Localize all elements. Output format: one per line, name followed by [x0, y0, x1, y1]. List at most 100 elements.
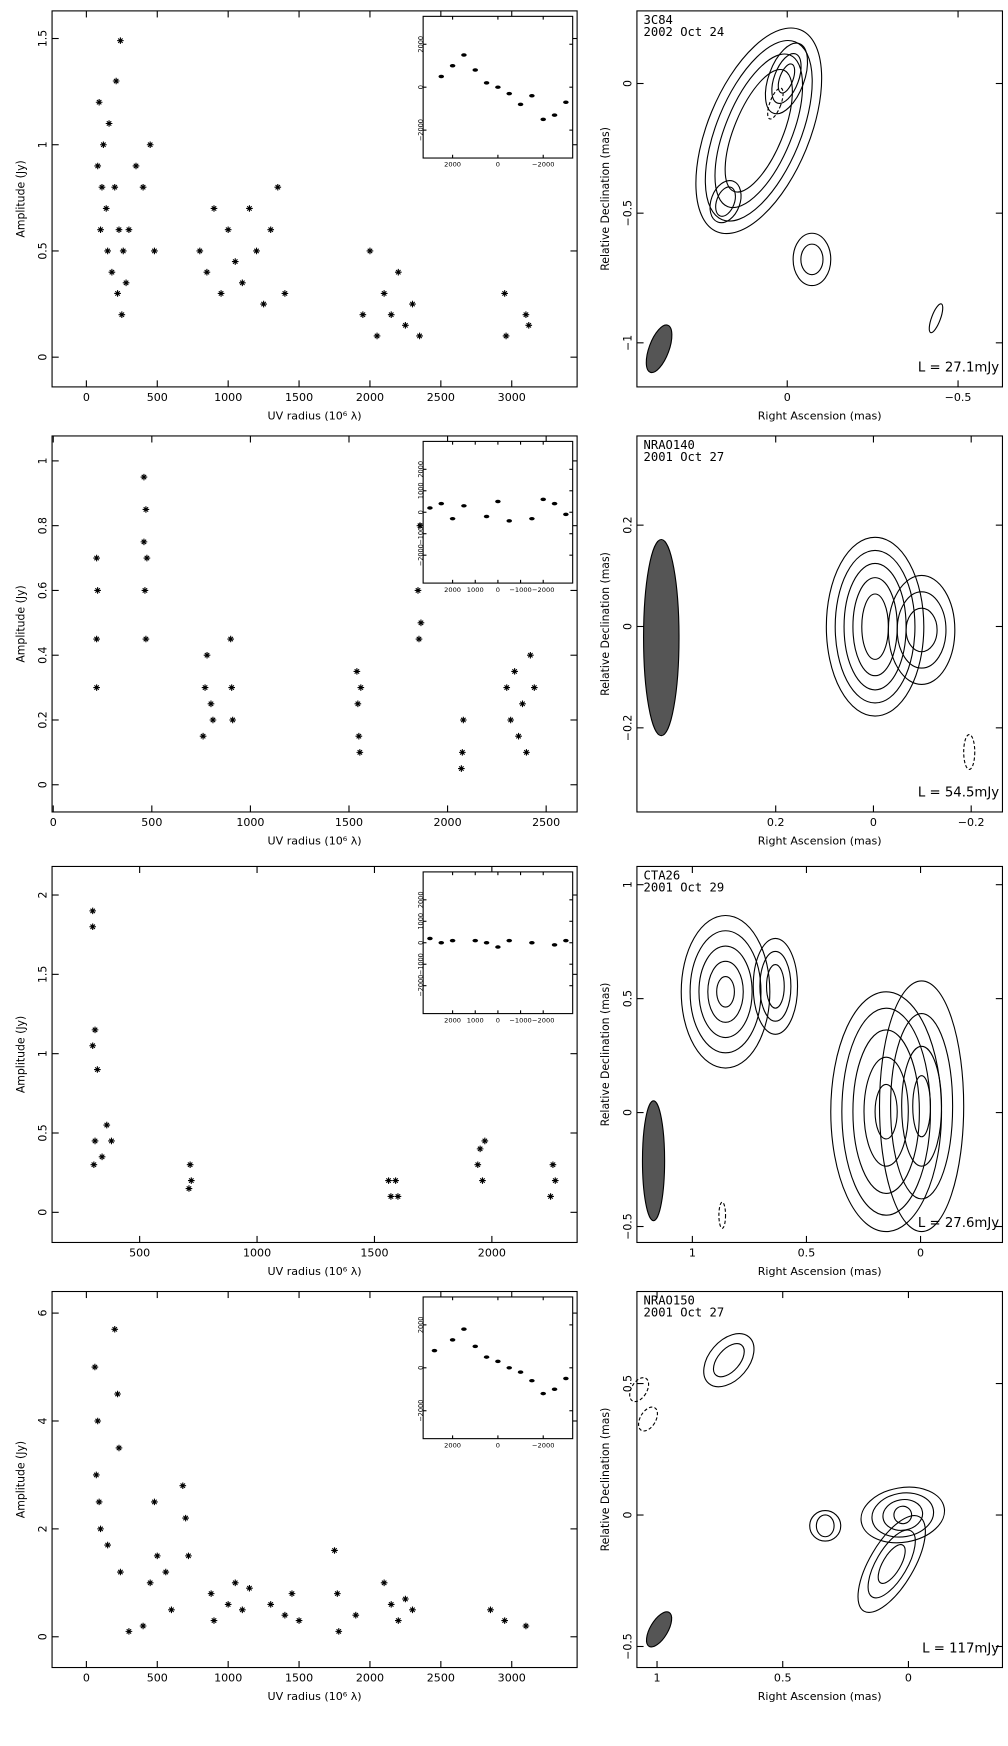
- uv-point: [529, 94, 535, 97]
- x-tick-label: 1: [654, 1672, 661, 1685]
- x-tick-label: 1000: [214, 391, 242, 404]
- y-tick-label: 1000: [417, 913, 425, 930]
- y-tick-label: 0: [621, 80, 634, 87]
- x-tick-label: 0.5: [774, 1672, 792, 1685]
- uv-point: [484, 941, 490, 944]
- x-tick-label: 3000: [498, 1672, 526, 1685]
- uv-point: [427, 937, 433, 940]
- uv-point: [552, 502, 558, 505]
- annotation: L = 54.5mJy: [918, 786, 999, 801]
- x-tick-label: 500: [147, 391, 168, 404]
- y-tick-label: 1.5: [36, 966, 49, 983]
- uv-point: [461, 504, 467, 507]
- y-tick-label: 2000: [417, 36, 425, 53]
- x-tick-label: −0.5: [945, 391, 972, 404]
- y-tick-label: −2000: [417, 119, 425, 141]
- uv-point: [461, 53, 467, 56]
- uv-point: [484, 515, 490, 518]
- y-tick-label: 0.5: [36, 242, 49, 259]
- uv-point: [438, 502, 444, 505]
- map-title: 2001 Oct 27: [644, 450, 725, 464]
- uv-point: [518, 1370, 524, 1373]
- uv-point: [495, 500, 501, 503]
- uv-point: [472, 68, 478, 71]
- y-tick-label: 0: [417, 85, 425, 89]
- y-tick-label: 0.5: [621, 990, 634, 1007]
- x-tick-label: 0: [917, 1247, 924, 1260]
- uv-point: [450, 1338, 456, 1341]
- x-tick-label: 2000: [444, 586, 461, 594]
- beam: [644, 539, 679, 735]
- x-tick-label: 1500: [335, 816, 363, 829]
- uv-point: [432, 1349, 438, 1352]
- y-tick-label: 0: [36, 1633, 49, 1640]
- x-tick-label: 0: [496, 161, 500, 169]
- beam: [642, 1101, 664, 1221]
- y-tick-label: −0.5: [621, 1213, 634, 1239]
- uv-point: [540, 498, 546, 501]
- x-tick-label: 0: [496, 1016, 500, 1024]
- x-tick-label: 2000: [356, 391, 384, 404]
- y-tick-label: −2000: [417, 975, 425, 997]
- annotation: L = 117mJy: [922, 1641, 999, 1656]
- y-tick-label: 1000: [417, 482, 425, 499]
- x-tick-label: 1500: [285, 391, 313, 404]
- y-tick-label: −0.5: [621, 1633, 634, 1659]
- x-tick-label: 0: [870, 816, 877, 829]
- y-tick-label: 0: [417, 941, 425, 945]
- y-axis-label: Amplitude (Jy): [14, 160, 27, 237]
- y-tick-label: 0: [417, 510, 425, 514]
- uv-point: [563, 939, 569, 942]
- uv-point: [495, 85, 501, 88]
- y-tick-label: −1000: [417, 953, 425, 975]
- y-axis-label: Relative Declination (mas): [599, 983, 612, 1127]
- uv-point: [472, 1345, 478, 1348]
- uv-point: [518, 103, 524, 106]
- x-tick-label: 0: [905, 1672, 912, 1685]
- uv-point: [529, 517, 535, 520]
- uv-point: [484, 1355, 490, 1358]
- y-tick-label: 0.2: [621, 516, 634, 533]
- x-tick-label: 2000: [444, 161, 461, 169]
- y-axis-label: Relative Declination (mas): [599, 552, 612, 696]
- x-axis-label: Right Ascension (mas): [758, 1690, 882, 1703]
- y-tick-label: −1000: [417, 523, 425, 545]
- y-tick-label: 0: [36, 354, 49, 361]
- x-tick-label: 1000: [214, 1672, 242, 1685]
- uv-point: [563, 1377, 569, 1380]
- y-tick-label: 0: [621, 1512, 634, 1519]
- y-axis-label: Amplitude (Jy): [14, 1016, 27, 1093]
- uv-point: [552, 943, 558, 946]
- uv-point: [495, 1360, 501, 1363]
- y-tick-label: 1: [36, 457, 49, 464]
- x-tick-label: 0: [784, 391, 791, 404]
- y-tick-label: 2000: [417, 461, 425, 478]
- y-tick-label: 0: [621, 623, 634, 630]
- y-tick-label: −2000: [417, 1400, 425, 1422]
- y-tick-label: 0: [36, 781, 49, 788]
- y-tick-label: 0: [36, 1209, 49, 1216]
- map-title: 2002 Oct 24: [644, 25, 725, 39]
- x-tick-label: 1500: [285, 1672, 313, 1685]
- x-tick-label: 0.2: [767, 816, 785, 829]
- uv-point: [563, 100, 569, 103]
- x-tick-label: 2000: [356, 1672, 384, 1685]
- uv-point: [450, 64, 456, 67]
- uv-point: [506, 939, 512, 942]
- y-axis-label: Amplitude (Jy): [14, 585, 27, 662]
- y-axis-label: Relative Declination (mas): [599, 1408, 612, 1552]
- y-tick-label: 2: [36, 1525, 49, 1532]
- inset-frame: [423, 441, 573, 583]
- x-axis-label: UV radius (10⁶ λ): [268, 1690, 362, 1703]
- annotation: L = 27.1mJy: [918, 361, 999, 376]
- plot-frame: [637, 436, 1003, 812]
- y-tick-label: 0.5: [36, 1124, 49, 1141]
- map-title: 2001 Oct 27: [644, 1306, 725, 1320]
- uv-point: [484, 81, 490, 84]
- x-tick-label: 2000: [433, 816, 461, 829]
- x-axis-label: Right Ascension (mas): [758, 835, 882, 848]
- y-tick-label: 2: [36, 892, 49, 899]
- x-tick-label: 2000: [444, 1441, 461, 1449]
- uv-point: [552, 113, 558, 116]
- y-tick-label: −0.5: [621, 200, 634, 226]
